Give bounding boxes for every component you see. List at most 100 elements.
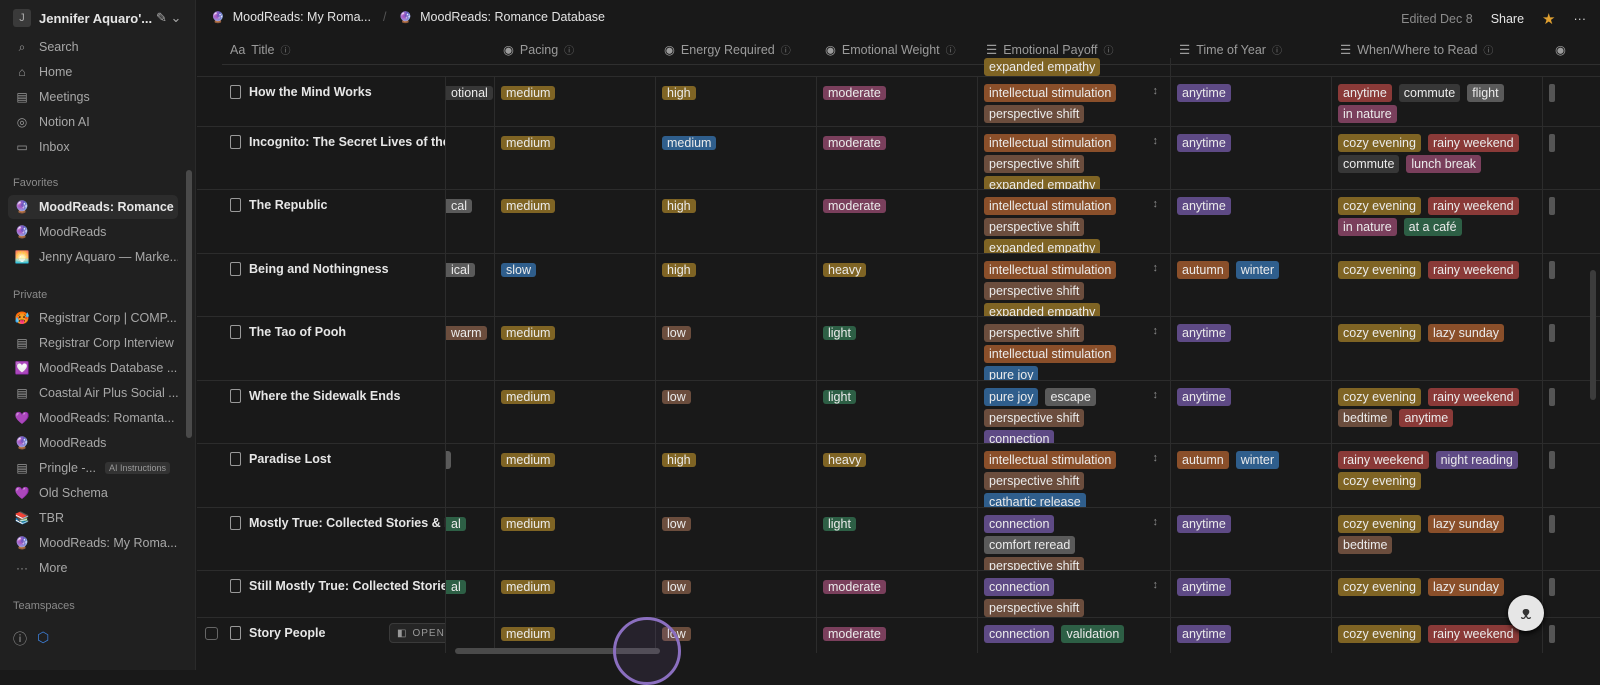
when-cell[interactable]: cozy evening lazy sunday bedtime [1332,508,1543,570]
title-cell[interactable]: The Tao of Pooh [197,317,446,380]
sidebar-item-home[interactable]: ⌂ Home [8,60,178,84]
when-cell[interactable]: rainy weekend night reading cozy evening [1332,444,1543,507]
time-cell[interactable]: anytime [1171,77,1332,126]
row-title[interactable]: How the Mind Works [249,85,372,99]
title-cell[interactable]: Paradise Lost [197,444,446,507]
weight-cell[interactable]: moderate [817,77,978,126]
table-row[interactable]: Paradise Lost medium high heavy intellectual… [197,444,1600,508]
title-cell[interactable]: Where the Sidewalk Ends [197,381,446,443]
next-column-cell[interactable] [1543,254,1600,316]
payoff-cell[interactable]: intellectual stimulation perspective shif… [978,444,1171,507]
expand-cell-icon[interactable]: ↕ [1152,452,1159,464]
row-title[interactable]: The Tao of Pooh [249,325,346,339]
title-cell[interactable]: Being and Nothingness [197,254,446,316]
weight-cell[interactable]: moderate [817,618,978,653]
column-header-emotional-payoff[interactable]: ☰ Emotional Payoff ⓘ [978,35,1114,64]
sidebar-favorite-item[interactable]: 🌅 Jenny Aquaro — Marke... [8,245,178,269]
time-cell[interactable]: anytime [1171,190,1332,253]
sidebar-private-item[interactable]: 🔮 MoodReads: My Roma... [8,531,178,555]
clipped-column-cell[interactable]: cal [446,190,495,253]
next-column-cell[interactable] [1543,571,1600,617]
weight-cell[interactable]: moderate [817,571,978,617]
pacing-cell[interactable]: medium [495,508,656,570]
energy-cell[interactable]: high [656,190,817,253]
table-row[interactable]: Still Mostly True: Collected Stories & a… [197,571,1600,618]
next-column-cell[interactable] [1543,618,1600,653]
row-title[interactable]: Story People [249,626,326,640]
next-column-cell[interactable] [1543,317,1600,380]
weight-cell[interactable]: light [817,317,978,380]
time-cell[interactable]: anytime [1171,571,1332,617]
time-cell[interactable]: anytime [1171,317,1332,380]
more-options-icon[interactable]: ··· [1573,12,1587,26]
weight-cell[interactable]: heavy [817,254,978,316]
sidebar-private-item[interactable]: ··· More [8,556,178,580]
energy-cell[interactable]: high [656,254,817,316]
pacing-cell[interactable]: medium [495,381,656,443]
pacing-cell[interactable]: medium [495,127,656,189]
pacing-cell[interactable]: medium [495,317,656,380]
help-assistant-button[interactable]: ᴥ [1508,595,1544,631]
horizontal-scrollbar[interactable] [455,648,660,654]
clipped-column-cell[interactable]: al [446,571,495,617]
title-cell[interactable]: Mostly True: Collected Stories & Drawi [197,508,446,570]
payoff-cell[interactable]: intellectual stimulation perspective shif… [978,190,1171,253]
energy-cell[interactable]: low [656,508,817,570]
column-header-title[interactable]: Aa Title ⓘ [222,35,290,64]
breadcrumb-item[interactable]: MoodReads: Romance Database [420,10,605,24]
time-cell[interactable]: anytime [1171,127,1332,189]
clipped-column-cell[interactable]: ical [446,254,495,316]
next-column-cell[interactable] [1543,444,1600,507]
energy-cell[interactable]: high [656,77,817,126]
row-title[interactable]: Being and Nothingness [249,262,389,276]
title-cell[interactable]: Incognito: The Secret Lives of the Bra [197,127,446,189]
expand-cell-icon[interactable]: ↕ [1152,85,1159,97]
next-column-cell[interactable] [1543,381,1600,443]
payoff-cell[interactable]: intellectual stimulation perspective shif… [978,127,1171,189]
row-title[interactable]: Incognito: The Secret Lives of the Bra [249,135,445,149]
time-cell[interactable]: anytime [1171,508,1332,570]
time-cell[interactable]: anytime [1171,381,1332,443]
clipped-column-cell[interactable] [446,127,495,189]
pacing-cell[interactable]: medium [495,77,656,126]
sidebar-private-item[interactable]: ▤ Registrar Corp Interview [8,331,178,355]
title-cell[interactable]: Still Mostly True: Collected Stories & [197,571,446,617]
clipped-column-cell[interactable] [446,444,495,507]
payoff-cell[interactable]: connection comfort reread perspective shif… [978,508,1171,570]
table-row[interactable]: How the Mind Works otional medium high moder… [197,77,1600,127]
expand-cell-icon[interactable]: ↕ [1152,262,1159,274]
time-cell[interactable]: anytime [1171,618,1332,653]
table-row[interactable]: Incognito: The Secret Lives of the Bra me… [197,127,1600,190]
payoff-cell[interactable]: connection validation [978,618,1171,653]
weight-cell[interactable]: heavy [817,444,978,507]
time-cell[interactable]: autumn winter [1171,444,1332,507]
sidebar-private-item[interactable]: ▤ Coastal Air Plus Social ... [8,381,178,405]
expand-cell-icon[interactable]: ↕ [1152,325,1159,337]
workspace-switcher[interactable]: J Jennifer Aquaro'... [13,9,152,27]
payoff-cell[interactable]: pure joy escape perspective shift connectio… [978,381,1171,443]
column-header-energy-required[interactable]: ◉ Energy Required ⓘ [656,35,791,64]
sidebar-item-notion-ai[interactable]: ◎ Notion AI [8,110,178,134]
expand-cell-icon[interactable]: ↕ [1152,389,1159,401]
table-row[interactable]: The Tao of Pooh warm medium low light perspec… [197,317,1600,381]
energy-cell[interactable]: low [656,317,817,380]
column-header-time-of-year[interactable]: ☰ Time of Year ⓘ [1171,35,1282,64]
energy-cell[interactable]: low [656,571,817,617]
favorite-star-icon[interactable]: ★ [1542,11,1556,28]
next-column-cell[interactable] [1543,77,1600,126]
breadcrumb-item[interactable]: MoodReads: My Roma... [232,10,371,24]
clipped-column-cell[interactable]: al [446,508,495,570]
when-cell[interactable]: cozy evening rainy weekend in nature at a c… [1332,190,1543,253]
table-row[interactable]: Where the Sidewalk Ends medium low light pur… [197,381,1600,444]
next-column-cell[interactable] [1543,127,1600,189]
column-header-when-where-to-read[interactable]: ☰ When/Where to Read ⓘ [1332,35,1493,64]
sidebar-private-item[interactable]: 💜 MoodReads: Romanta... [8,406,178,430]
share-button[interactable]: Share [1490,12,1525,26]
sidebar-private-item[interactable]: 🥵 Registrar Corp | COMP... [8,306,178,330]
expand-cell-icon[interactable]: ↕ [1152,135,1159,147]
energy-cell[interactable]: high [656,444,817,507]
when-cell[interactable]: cozy evening lazy sunday [1332,571,1543,617]
table-row[interactable]: The Republic cal medium high moderate intelle… [197,190,1600,254]
clipped-column-cell[interactable]: warm [446,317,495,380]
